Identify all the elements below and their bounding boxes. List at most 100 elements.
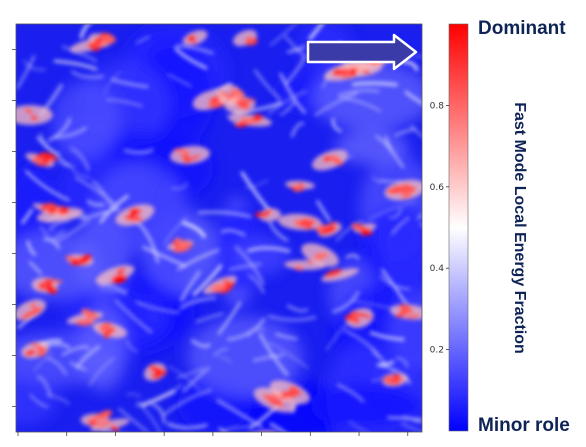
field-patch-core: [171, 241, 179, 247]
field-patch-core: [70, 258, 81, 266]
field-patch-core: [241, 98, 256, 103]
field-filament: [391, 216, 410, 235]
colorbar-tick-label: 0.6: [430, 183, 445, 193]
field-filament: [223, 425, 255, 432]
field-filament: [46, 394, 70, 405]
field-patch-halo: [16, 105, 53, 125]
field-filament: [314, 92, 358, 116]
field-filament: [268, 220, 289, 242]
field-filament: [376, 360, 395, 367]
field-blob: [310, 382, 422, 429]
field-patch-core: [24, 108, 34, 114]
field-filament: [29, 394, 49, 408]
field-blob: [187, 316, 303, 398]
direction-arrow: [306, 33, 418, 71]
field-patch-halo: [321, 268, 359, 282]
field-filament: [99, 194, 129, 224]
field-patch-core: [210, 283, 226, 293]
field-patch-core: [395, 311, 408, 318]
field-patch-core: [207, 100, 225, 109]
field-filament: [348, 421, 368, 432]
field-filament: [403, 416, 422, 424]
field-filament: [86, 199, 105, 207]
field-patch-core: [129, 208, 142, 215]
field-filament: [71, 70, 104, 79]
field-filament: [135, 301, 180, 314]
y-ticks: [12, 49, 16, 407]
field-filament: [380, 364, 411, 385]
field-filament: [106, 98, 143, 107]
field-filament: [372, 175, 387, 182]
field-filament: [167, 422, 208, 430]
colorbar-tick-label: 0.8: [430, 101, 445, 111]
field-patch-core: [398, 183, 410, 190]
field-filament: [167, 73, 192, 87]
field-filament: [247, 328, 265, 337]
field-filament: [269, 24, 297, 46]
field-patch-core: [102, 329, 112, 339]
x-ticks: [17, 432, 409, 436]
field-filament: [368, 201, 417, 221]
field-patch-core: [280, 391, 297, 399]
field-filament: [33, 351, 53, 372]
field-filament: [74, 176, 119, 207]
field-filament: [20, 208, 34, 225]
field-patch-core: [97, 420, 112, 428]
field-patch-core: [173, 148, 191, 154]
field-filament: [89, 357, 114, 386]
field-filament: [217, 301, 242, 335]
field-filament: [36, 375, 52, 398]
field-filament: [308, 24, 324, 41]
field-filament: [55, 219, 91, 243]
field-patch-core: [393, 376, 403, 384]
field-filament: [43, 238, 60, 250]
field-filament: [192, 264, 223, 296]
field-filament: [46, 357, 67, 376]
plot-frame: [15, 23, 423, 433]
field-patch-core: [30, 115, 38, 121]
field-filament: [182, 221, 206, 238]
field-filament: [23, 59, 46, 71]
field-filament: [39, 133, 62, 156]
field-patch-core: [172, 244, 191, 253]
field-patch-halo: [258, 208, 282, 222]
field-filament: [326, 320, 351, 351]
field-patch-core: [332, 71, 341, 77]
field-patch-core: [289, 386, 300, 393]
field-filament: [247, 246, 291, 253]
field-filament: [344, 329, 386, 364]
field-filament: [268, 341, 309, 369]
field-patch-core: [110, 274, 128, 284]
field-filament: [228, 262, 262, 272]
colorbar-ticks: 0.2 0.4 0.6 0.8: [430, 101, 449, 356]
field-filament: [387, 416, 422, 421]
field-filament: [168, 365, 201, 391]
field-patch-core: [88, 416, 104, 422]
field-filament: [388, 208, 403, 219]
field-patch-core: [110, 425, 119, 432]
field-filament: [284, 56, 306, 85]
field-patch-core: [35, 153, 47, 162]
field-filament: [404, 90, 422, 105]
field-patch-core: [183, 154, 201, 164]
field-patch-core: [47, 208, 58, 215]
field-filament: [39, 226, 51, 242]
field-patch-core: [384, 375, 394, 380]
field-patch-core: [289, 185, 299, 191]
field-filament: [141, 389, 176, 407]
field-patch-core: [150, 366, 167, 375]
field-patch-core: [300, 218, 317, 225]
field-filament: [279, 72, 306, 114]
field-filament: [394, 127, 416, 137]
field-filament: [248, 274, 265, 294]
field-patch-core: [324, 269, 343, 278]
field-filament: [332, 291, 360, 313]
field-patch-core: [81, 308, 99, 320]
field-patch-core: [323, 155, 331, 163]
field-patch-core: [75, 319, 94, 326]
field-patch-core: [29, 303, 37, 309]
field-blob: [387, 290, 422, 372]
field-filament: [53, 60, 98, 71]
field-patch-core: [91, 40, 99, 48]
field-filament: [331, 118, 342, 133]
